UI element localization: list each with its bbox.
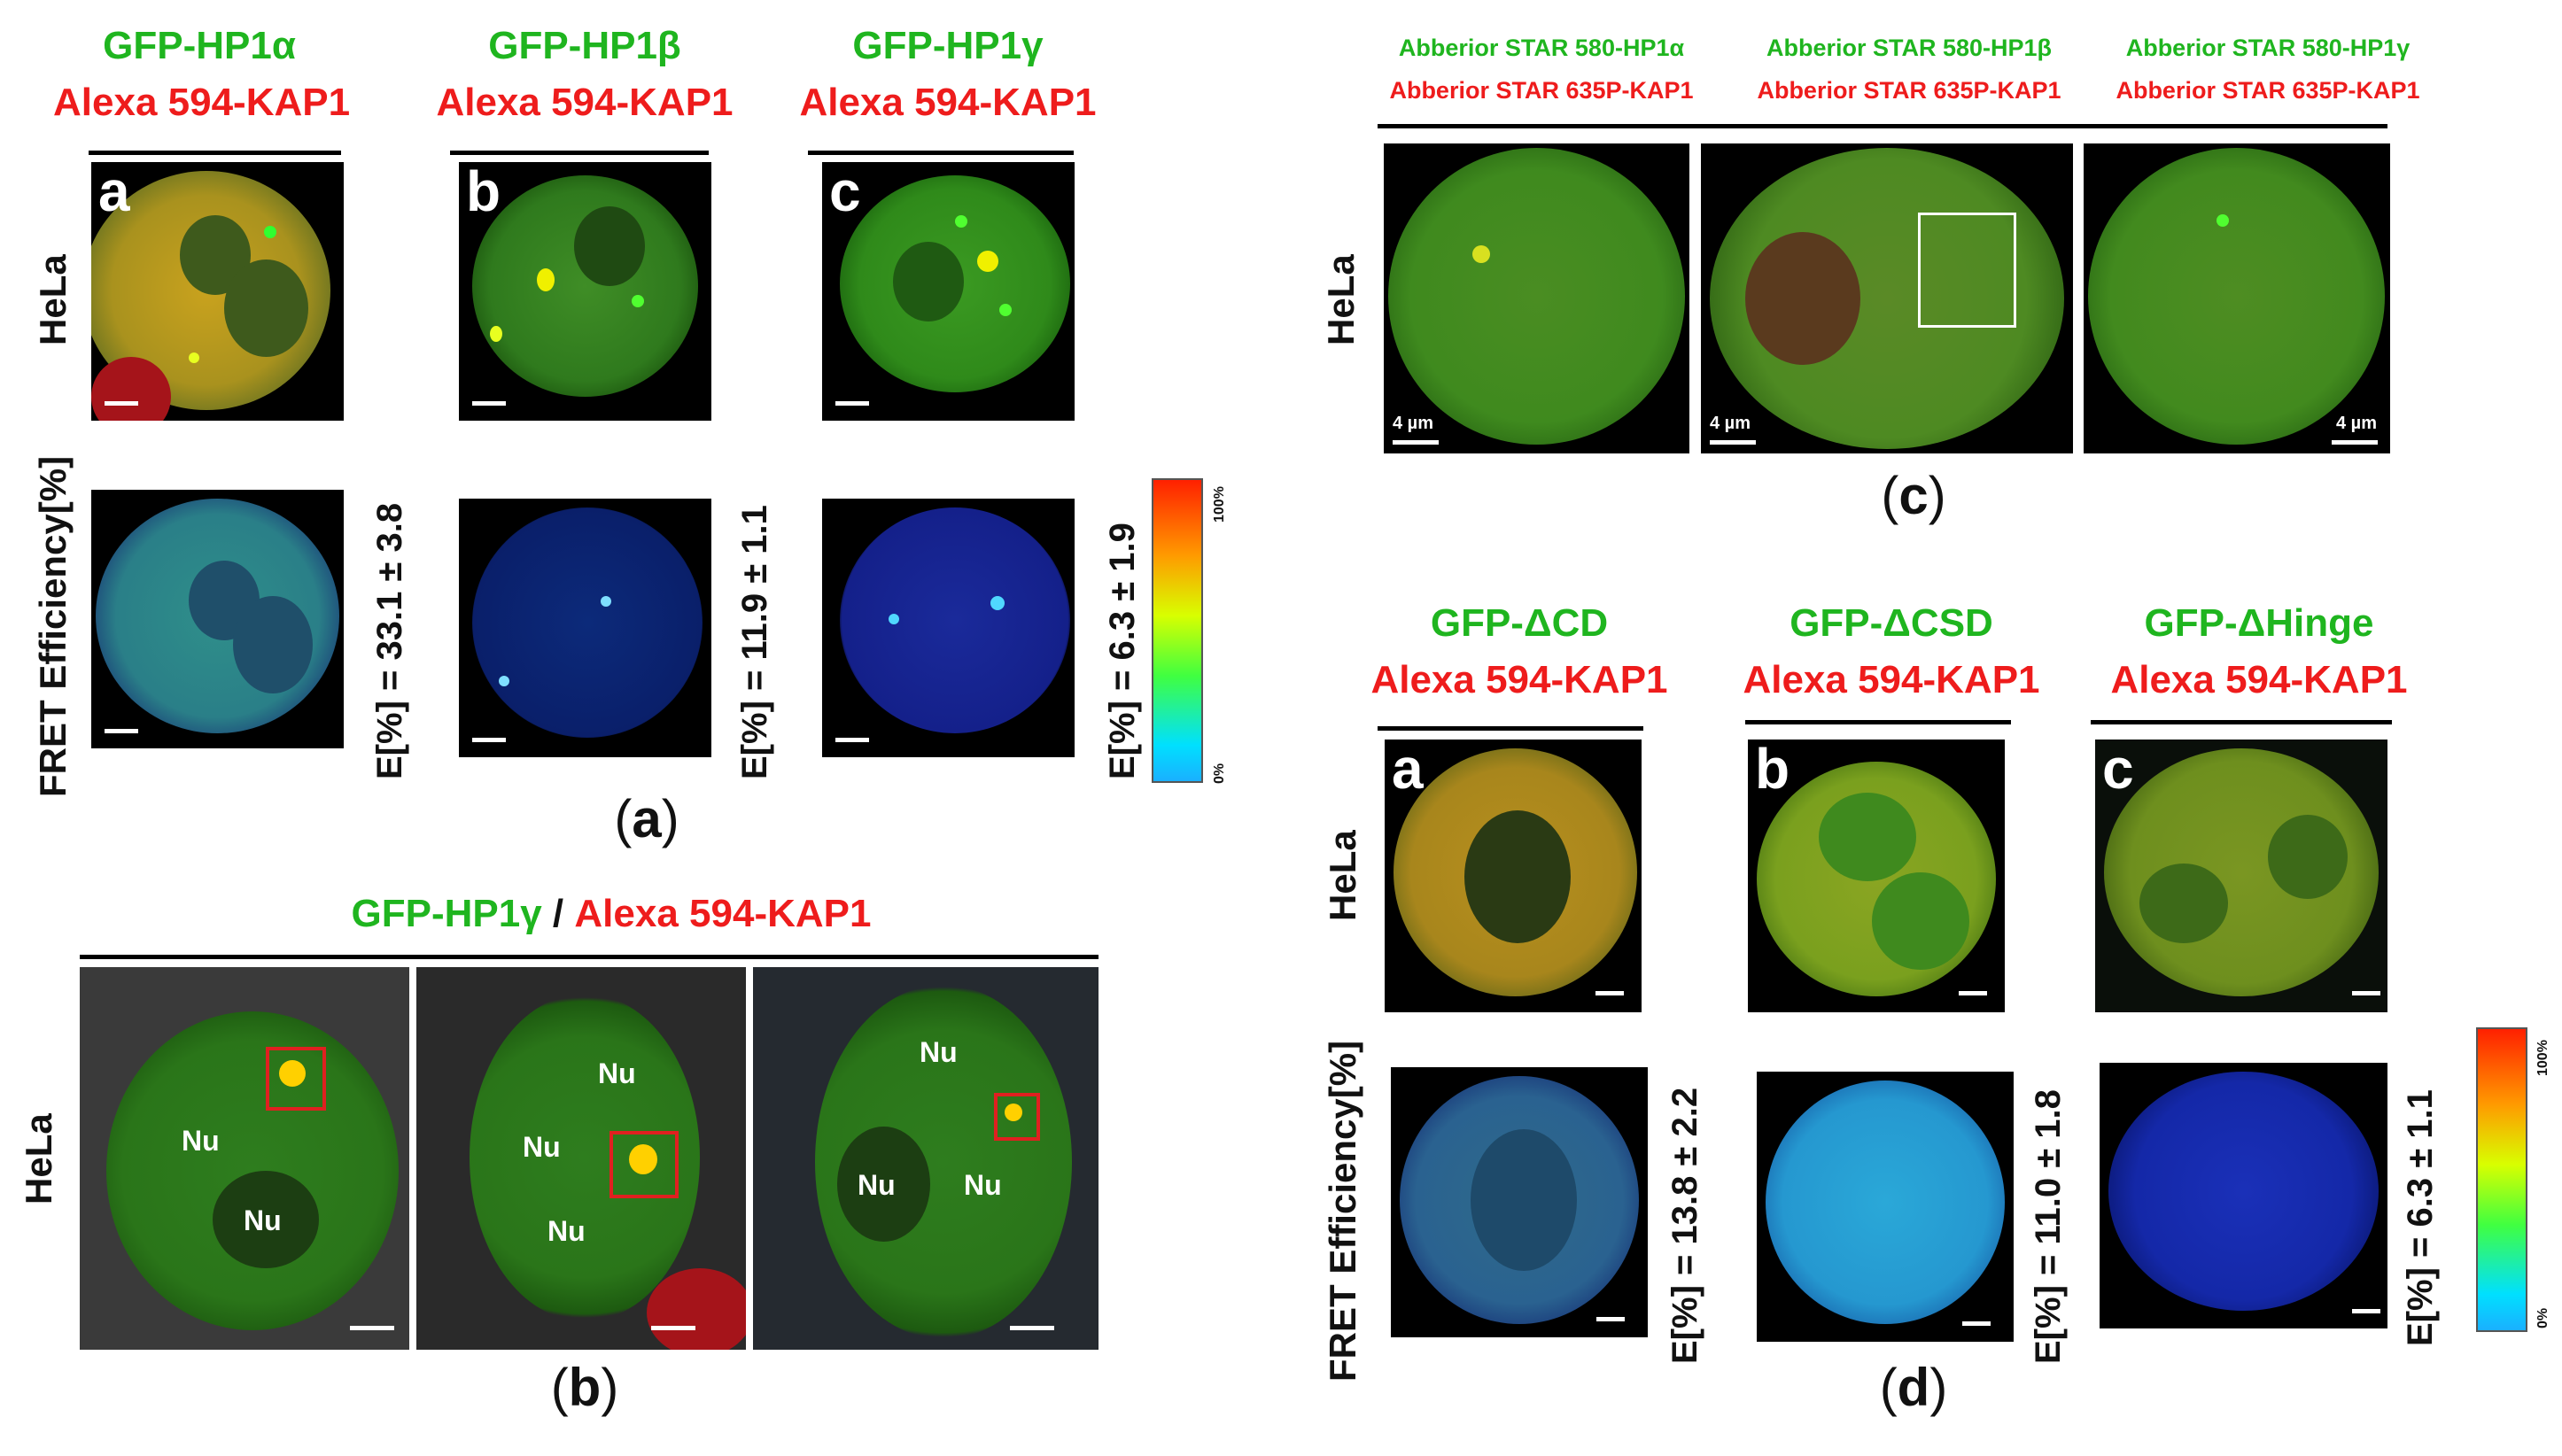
image-letter: a [98,162,130,223]
panel-c-header-3: Abberior STAR 580-HP1γ Abberior STAR 635… [2091,27,2445,112]
row-label-fret: FRET Efficiency[%] [32,455,74,797]
panel-c-header-1: Abberior STAR 580-HP1α Abberior STAR 635… [1364,27,1719,112]
row-label-hela: HeLa [1320,254,1362,345]
nucleolus-label: Nu [547,1215,586,1247]
panel-d-header-3: GFP-ΔHinge Alexa 594-KAP1 [2069,595,2449,709]
header-green: GFP-HP1α [103,24,296,67]
header-green: Abberior STAR 580-HP1β [1766,35,2053,61]
header-rule [2091,720,2392,724]
nucleolus-label: Nu [182,1125,220,1157]
fret-efficiency-value: E[%] = 11.9 ± 1.1 [735,505,774,779]
image-letter: a [1392,740,1424,801]
header-rule [80,955,1099,959]
image-star-hp1b: 4 µm [1701,143,2073,453]
scale-bar-label: 4 µm [1710,414,1751,433]
image-letter: b [466,162,501,223]
panel-a-header-2: GFP-HP1β Alexa 594-KAP1 [416,18,753,131]
header-rule [89,151,341,155]
fret-image-hp1b [459,499,711,757]
panel-a-header-1: GFP-HP1α Alexa 594-KAP1 [53,18,351,131]
image-hp1g-kap1-cell-3: Nu Nu Nu [753,967,1099,1350]
header-rule [1745,720,2011,724]
panel-c-header-2: Abberior STAR 580-HP1β Abberior STAR 635… [1727,27,2091,112]
fret-efficiency-value: E[%] = 33.1 ± 3.8 [370,502,409,779]
image-star-hp1a: 4 µm [1384,143,1689,453]
fret-efficiency-value: E[%] = 11.0 ± 1.8 [2029,1089,2068,1364]
fret-image-hp1g [822,499,1075,757]
fret-efficiency-value: E[%] = 6.3 ± 1.9 [1103,523,1142,779]
fret-image-dcsd [1757,1072,2014,1342]
nucleolus-label: Nu [964,1169,1002,1201]
header-red: Abberior STAR 635P-KAP1 [1757,77,2061,104]
colorbar-max-label: 100% [1212,486,1227,523]
header-red: Alexa 594-KAP1 [1370,658,1668,701]
header-red: Abberior STAR 635P-KAP1 [1389,77,1694,104]
panel-d-header-2: GFP-ΔCSD Alexa 594-KAP1 [1701,595,2082,709]
row-label-hela: HeLa [32,254,74,345]
colorbar-min-label: 0% [1212,763,1227,784]
fret-image-dcd [1391,1067,1648,1337]
header-green: Abberior STAR 580-HP1γ [2125,35,2411,61]
image-dcd-kap1: a [1385,740,1642,1012]
header-red: Abberior STAR 635P-KAP1 [2116,77,2420,104]
scale-bar-label: 4 µm [2336,414,2377,433]
panel-a-header-3: GFP-HP1γ Alexa 594-KAP1 [780,18,1116,131]
header-green: Abberior STAR 580-HP1α [1398,35,1685,61]
image-hp1a-kap1: a [91,162,344,421]
scale-bar-label: 4 µm [1393,414,1433,433]
colorbar-min-label: 0% [2535,1307,2550,1328]
fret-colorbar [1152,478,1203,783]
row-label-fret: FRET Efficiency[%] [1322,1040,1363,1382]
image-hp1g-kap1: c [822,162,1075,421]
header-green: GFP-HP1γ [351,892,542,935]
image-dcsd-kap1: b [1748,740,2005,1012]
header-red: Alexa 594-KAP1 [2110,658,2408,701]
header-rule [1378,726,1643,731]
panel-label-b: (b) [550,1358,619,1417]
header-rule [808,151,1074,155]
header-separator: / [541,892,575,935]
panel-label-d: (d) [1879,1358,1948,1417]
header-rule [1378,124,2387,128]
fret-colorbar [2476,1027,2527,1332]
nucleolus-label: Nu [920,1036,958,1068]
header-green: GFP-HP1β [488,24,681,67]
header-red: Alexa 594-KAP1 [574,892,872,935]
fret-efficiency-value: E[%] = 6.3 ± 1.1 [2401,1089,2440,1346]
fret-image-dhinge [2100,1063,2387,1328]
nucleolus-label: Nu [858,1169,896,1201]
image-letter: c [829,162,861,223]
header-green: GFP-HP1γ [852,24,1044,67]
panel-b-header: GFP-HP1γ / Alexa 594-KAP1 [257,886,966,942]
image-hp1g-kap1-cell-2: Nu Nu Nu [416,967,746,1350]
header-green: GFP-ΔCSD [1790,601,1993,645]
header-red: Alexa 594-KAP1 [799,81,1097,124]
nucleolus-label: Nu [523,1131,561,1163]
header-red: Alexa 594-KAP1 [436,81,734,124]
colorbar-max-label: 100% [2535,1040,2550,1076]
header-rule [450,151,709,155]
panel-label-a: (a) [614,789,679,848]
header-green: GFP-ΔCD [1430,601,1609,645]
header-red: Alexa 594-KAP1 [53,81,351,124]
image-star-hp1g: 4 µm [2084,143,2390,453]
image-hp1b-kap1: b [459,162,711,421]
row-label-hela: HeLa [18,1113,59,1204]
panel-d-header-1: GFP-ΔCD Alexa 594-KAP1 [1329,595,1710,709]
header-red: Alexa 594-KAP1 [1743,658,2040,701]
image-letter: c [2102,740,2134,801]
header-green: GFP-ΔHinge [2144,601,2374,645]
image-hp1g-kap1-cell-1: Nu Nu [80,967,409,1350]
image-dhinge-kap1: c [2095,740,2387,1012]
nucleolus-label: Nu [598,1057,636,1089]
fret-image-hp1a [91,490,344,748]
image-letter: b [1755,740,1790,801]
panel-label-c: (c) [1881,466,1946,525]
nucleolus-label: Nu [244,1204,282,1236]
row-label-hela: HeLa [1322,830,1363,921]
fret-efficiency-value: E[%] = 13.8 ± 2.2 [1665,1087,1704,1364]
